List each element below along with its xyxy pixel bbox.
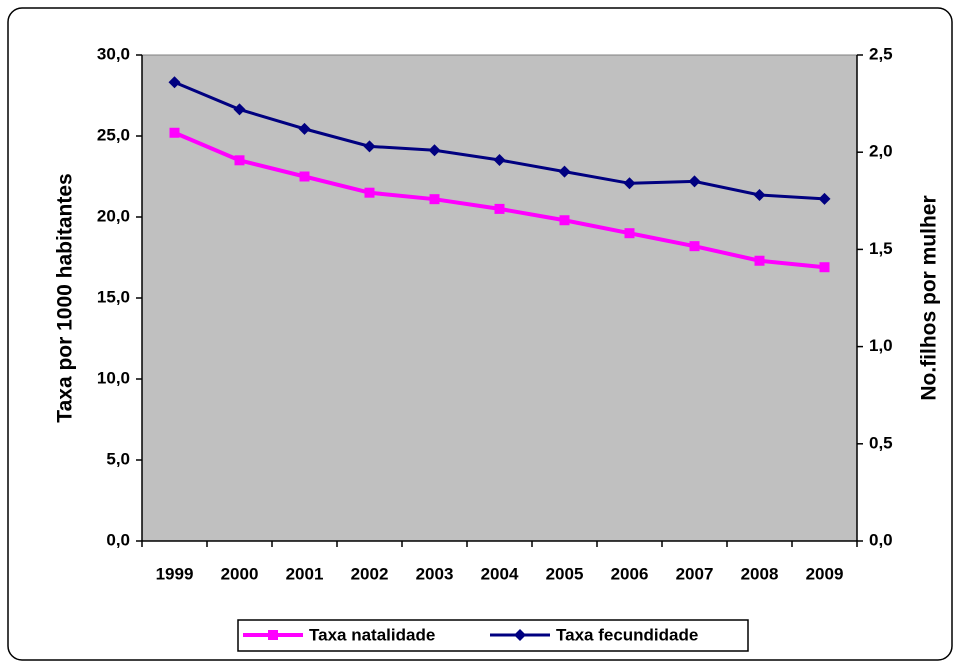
data-point [493,153,506,166]
legend-marker [268,630,278,640]
x-tick-label: 2001 [286,564,324,583]
legend-label: Taxa natalidade [309,625,435,644]
y-tick-label: 0,0 [106,530,130,549]
data-point [558,165,571,178]
y-tick-label: 30,0 [97,44,130,63]
data-point [753,188,766,201]
y2-tick-label: 1,5 [869,239,893,258]
y-axis-label: Taxa por 1000 habitantes [54,173,77,422]
data-point [169,127,180,138]
data-point [559,215,570,226]
y2-tick-label: 2,0 [869,142,893,161]
data-point [363,140,376,153]
legend-marker [514,629,526,641]
data-point [623,177,636,190]
data-point [494,203,505,214]
data-point [428,144,441,157]
x-tick-label: 2009 [806,564,844,583]
x-tick-label: 1999 [156,564,194,583]
x-tick-label: 2000 [221,564,259,583]
x-tick-label: 2004 [481,564,519,583]
data-point [754,255,765,266]
data-point [429,194,440,205]
x-tick-label: 2006 [611,564,649,583]
x-tick-label: 2007 [676,564,714,583]
y-tick-label: 20,0 [97,206,130,225]
data-point [624,228,635,239]
data-point [299,171,310,182]
data-point [689,241,700,252]
x-tick-label: 2003 [416,564,454,583]
data-point [298,122,311,135]
y-tick-label: 15,0 [97,287,130,306]
data-point [364,187,375,198]
x-tick-label: 2005 [546,564,584,583]
legend-label: Taxa fecundidade [556,625,698,644]
data-point [819,262,830,273]
y2-tick-label: 2,5 [869,44,893,63]
data-point [234,155,245,166]
data-point [688,175,701,188]
x-tick-label: 2002 [351,564,389,583]
y2-tick-label: 0,5 [869,433,893,452]
data-point [818,192,831,205]
data-point [168,76,181,89]
y-tick-label: 5,0 [106,449,130,468]
y-tick-label: 10,0 [97,368,130,387]
y2-tick-label: 0,0 [869,530,893,549]
plot-area [141,54,858,542]
y2-axis-label: No.filhos por mulher [918,195,941,400]
y2-tick-label: 1,0 [869,336,893,355]
y-tick-label: 25,0 [97,125,130,144]
x-tick-label: 2008 [741,564,779,583]
data-point [233,103,246,116]
